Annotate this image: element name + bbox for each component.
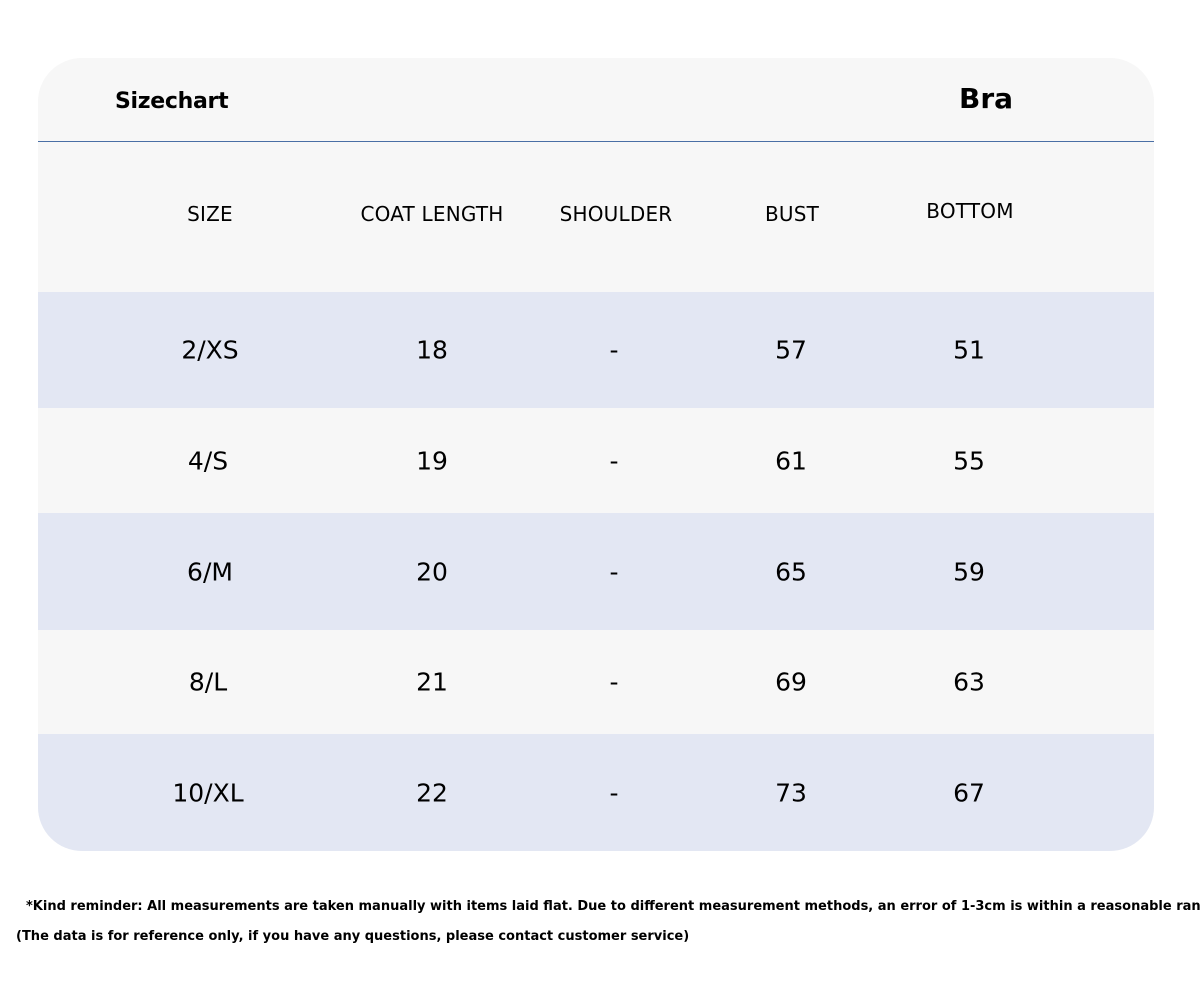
table-row: 6/M 20 - 65 59 bbox=[38, 513, 1154, 630]
card-header: Sizechart Bra bbox=[38, 58, 1154, 142]
table-row: 4/S 19 - 61 55 bbox=[38, 408, 1154, 513]
column-header-coat-length: COAT LENGTH bbox=[360, 202, 504, 226]
column-header-bottom: BOTTOM bbox=[926, 199, 1014, 223]
column-header-shoulder: SHOULDER bbox=[559, 202, 673, 226]
cell-shoulder: - bbox=[609, 667, 619, 697]
chart-title: Sizechart bbox=[115, 89, 229, 114]
cell-size: 10/XL bbox=[172, 778, 244, 807]
column-header-bust: BUST bbox=[764, 202, 820, 226]
cell-bust: 65 bbox=[775, 557, 807, 586]
cell-size: 4/S bbox=[187, 446, 229, 475]
measurement-reminder: *Kind reminder: All measurements are tak… bbox=[26, 899, 1200, 914]
cell-bottom: 55 bbox=[953, 446, 985, 475]
cell-bust: 57 bbox=[775, 335, 807, 365]
cell-bottom: 67 bbox=[953, 778, 985, 807]
table-row: 8/L 21 - 69 63 bbox=[38, 630, 1154, 734]
cell-coat-length: 19 bbox=[416, 446, 448, 475]
cell-bottom: 59 bbox=[953, 557, 985, 586]
cell-bust: 73 bbox=[775, 778, 807, 807]
cell-shoulder: - bbox=[609, 335, 619, 365]
table-header-row: SIZE COAT LENGTH SHOULDER BUST BOTTOM bbox=[38, 142, 1154, 292]
cell-shoulder: - bbox=[609, 778, 619, 807]
cell-coat-length: 22 bbox=[416, 778, 448, 807]
cell-shoulder: - bbox=[609, 557, 619, 586]
cell-size: 8/L bbox=[188, 667, 228, 697]
cell-bust: 61 bbox=[775, 446, 807, 475]
cell-bottom: 63 bbox=[953, 667, 985, 697]
cell-size: 6/M bbox=[187, 557, 233, 586]
table-row: 2/XS 18 - 57 51 bbox=[38, 292, 1154, 408]
cell-bottom: 51 bbox=[953, 335, 985, 365]
product-name: Bra bbox=[959, 82, 1014, 115]
column-header-size: SIZE bbox=[187, 202, 233, 226]
cell-coat-length: 20 bbox=[416, 557, 448, 586]
size-chart-card: Sizechart Bra SIZE COAT LENGTH SHOULDER … bbox=[38, 58, 1154, 851]
cell-bust: 69 bbox=[775, 667, 807, 697]
table-row: 10/XL 22 - 73 67 bbox=[38, 734, 1154, 851]
cell-shoulder: - bbox=[609, 446, 619, 475]
reference-disclaimer: (The data is for reference only, if you … bbox=[16, 929, 690, 944]
cell-coat-length: 21 bbox=[416, 667, 448, 697]
cell-size: 2/XS bbox=[181, 335, 239, 365]
cell-coat-length: 18 bbox=[416, 335, 448, 365]
